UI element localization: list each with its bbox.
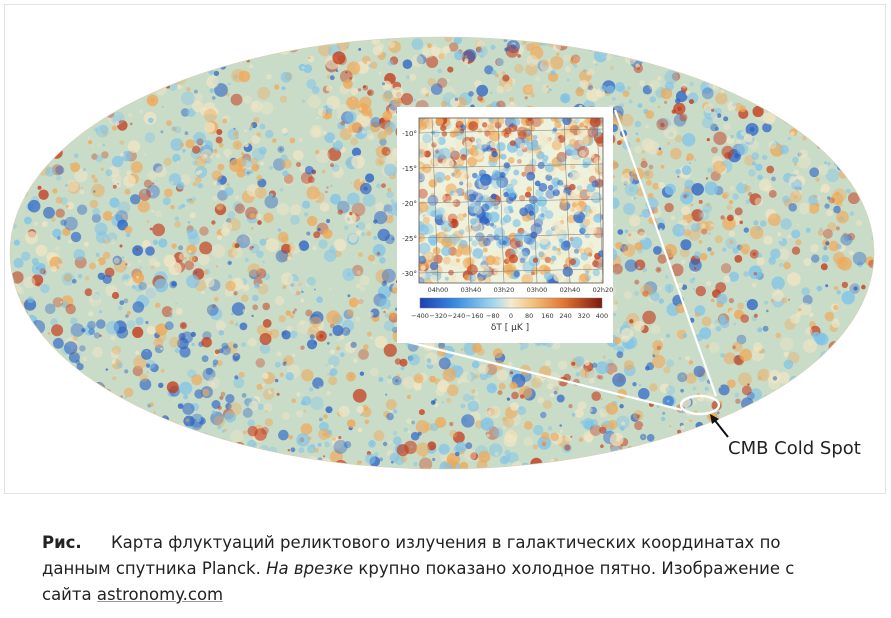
inset-x-tick: 03h20 (494, 286, 515, 294)
inset-x-tick: 02h40 (560, 286, 581, 294)
caption-label: Рис. (42, 533, 82, 552)
inset-y-tick: -10° (402, 130, 417, 138)
colorbar-tick: −160 (466, 312, 484, 320)
colorbar-tick: −320 (429, 312, 447, 320)
source-link[interactable]: astronomy.com (96, 585, 224, 604)
colorbar-tick: −80 (486, 312, 500, 320)
colorbar-tick: 80 (525, 312, 533, 320)
inset-x-tick: 02h20 (593, 286, 614, 294)
cold-spot-label: CMB Cold Spot (728, 438, 861, 459)
cold-spot-callout: CMB Cold Spot (710, 414, 861, 459)
cmb-figure: -10° -15° -20° -25° -30° 04h00 03h40 03h20 03h0… (9, 36, 875, 470)
inset-panel: -10° -15° -20° -25° -30° 04h00 03h40 03h20 03h0… (397, 107, 614, 343)
colorbar-tick: 0 (509, 312, 513, 320)
inset-x-tick: 04h00 (428, 286, 449, 294)
colorbar-tick: −400 (411, 312, 429, 320)
inset-x-tick: 03h40 (461, 286, 482, 294)
caption-italic: На врезке (266, 559, 354, 578)
inset-y-tick: -15° (402, 165, 417, 173)
colorbar-label: δT [ μK ] (491, 323, 529, 333)
colorbar-tick: −240 (447, 312, 465, 320)
inset-y-tick: -20° (402, 200, 417, 208)
colorbar-tick: 320 (578, 312, 590, 320)
colorbar (419, 297, 603, 309)
callout-lines (399, 109, 721, 416)
inset-grid (419, 118, 603, 283)
colorbar-tick: 160 (541, 312, 553, 320)
inset-x-tick: 03h00 (527, 286, 548, 294)
figure-caption: Рис. Карта флуктуаций реликтового излуче… (42, 530, 842, 608)
inset-y-tick: -25° (402, 235, 417, 243)
colorbar-tick: 240 (559, 312, 571, 320)
colorbar-tick: 400 (596, 312, 608, 320)
caption-text-1: Карта флуктуаций реликтового излучения в… (42, 533, 781, 578)
inset-y-tick: -30° (402, 270, 417, 278)
cold-spot-marker (679, 394, 721, 416)
caption-text-2: крупно показано холодное пятно. Изображе… (42, 559, 795, 604)
